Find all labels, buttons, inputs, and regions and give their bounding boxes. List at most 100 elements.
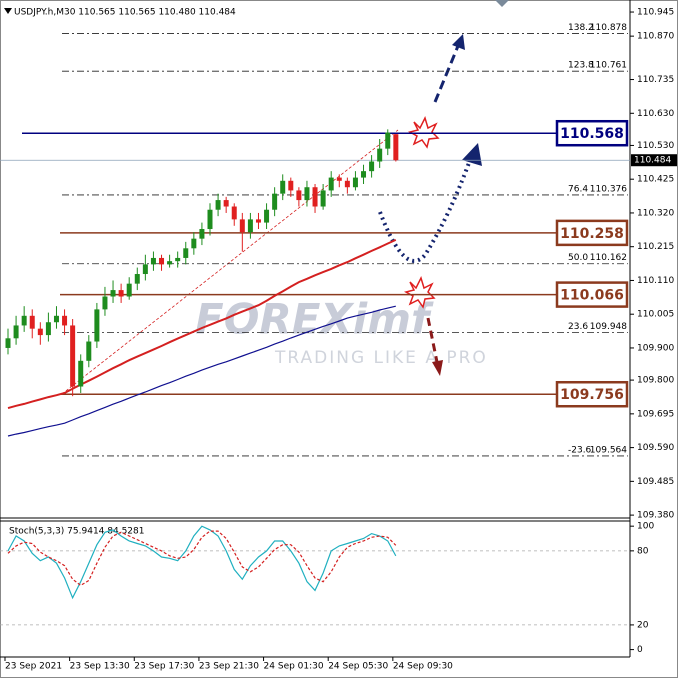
indicator-title: Stoch(5,3,3) 75.9414 84.5281: [9, 527, 144, 537]
candle-body: [393, 134, 399, 161]
y-tick-label: 110.870: [637, 32, 674, 42]
candle-body: [175, 257, 181, 262]
x-tick-label: 23 Sep 13:30: [70, 662, 130, 672]
series-line: [7, 305, 396, 437]
y-tick-label: 110.110: [637, 276, 674, 286]
candle-body: [231, 206, 237, 220]
fibo-price: 109.564: [590, 445, 627, 455]
arrow: [433, 45, 460, 103]
candle-body: [223, 200, 229, 207]
y-tick-label: 109.800: [637, 376, 674, 386]
candle-body: [272, 193, 278, 210]
candle-body: [13, 325, 19, 339]
candle-body: [385, 132, 391, 149]
candle-body: [70, 325, 76, 387]
candle-body: [110, 290, 116, 297]
y-tick-label: 20: [637, 620, 649, 630]
fibo-ratio: 123.8: [568, 61, 594, 71]
level-label: 110.568: [560, 126, 624, 142]
x-tick-label: 23 Sep 21:30: [199, 662, 259, 672]
arrowhead: [432, 360, 443, 376]
candle-body: [369, 161, 375, 172]
fibo-price: 109.948: [590, 322, 627, 332]
fibo-ratio: 76.4: [568, 184, 588, 194]
candle-body: [78, 360, 84, 387]
scroll-marker: [495, 0, 509, 7]
last-price-label: 110.484: [634, 156, 671, 166]
candle-body: [352, 177, 358, 188]
x-tick-label: 24 Sep 01:30: [264, 662, 324, 672]
candle-body: [62, 315, 68, 326]
candle-body: [94, 309, 100, 342]
watermark-subtitle: TRADING LIKE A PRO: [274, 348, 488, 368]
candle-body: [344, 180, 350, 188]
candle-body: [361, 171, 367, 178]
y-tick-label: 110.320: [637, 208, 674, 218]
candle-body: [247, 219, 253, 233]
candle-body: [288, 180, 294, 191]
y-tick-label: 109.590: [637, 443, 674, 453]
x-tick-label: 23 Sep 2021: [5, 662, 62, 672]
level-label: 110.258: [560, 226, 624, 242]
candle-body: [280, 180, 286, 194]
y-tick-label: 110.425: [637, 175, 674, 185]
fibo-price: 110.162: [590, 253, 627, 263]
level-box: [555, 380, 629, 408]
candle-body: [312, 187, 318, 207]
x-tick-label: 23 Sep 17:30: [134, 662, 194, 672]
trend-line: [61, 129, 399, 395]
candle-body: [264, 209, 270, 223]
arrowhead: [452, 34, 465, 50]
x-tick-label: 24 Sep 09:30: [393, 662, 453, 672]
y-tick-label: 80: [637, 546, 649, 556]
y-tick-label: 109.485: [637, 477, 674, 487]
fibo-price: 110.761: [590, 61, 627, 71]
arrow: [426, 317, 439, 363]
chart-title: USDJPY.h,M30 110.565 110.565 110.480 110…: [14, 8, 236, 18]
candle-body: [183, 248, 189, 258]
candle-body: [207, 209, 213, 230]
y-tick-label: 100: [637, 522, 654, 532]
candle-body: [37, 328, 43, 336]
candle-body: [328, 177, 334, 191]
candle-body: [29, 315, 35, 329]
candle-body: [102, 296, 108, 310]
candle-body: [255, 219, 261, 223]
candle-body: [86, 341, 92, 361]
level-label: 110.066: [560, 288, 624, 304]
candle-body: [167, 261, 173, 265]
candle-body: [5, 338, 11, 348]
level-box: [555, 281, 629, 308]
candle-body: [215, 200, 221, 210]
fibo-ratio: 50.0: [568, 253, 588, 263]
breakout-icon: [404, 275, 436, 309]
level-label: 109.756: [560, 387, 624, 403]
candle-body: [336, 177, 342, 181]
level-box: [555, 219, 629, 247]
series-line: [7, 525, 397, 600]
y-tick-label: 110.005: [637, 310, 674, 320]
candle-body: [159, 257, 165, 265]
watermark: FOREXimf: [195, 295, 434, 344]
y-tick-label: 110.630: [637, 109, 674, 119]
last-price-box: [631, 154, 677, 167]
y-tick-label: 109.900: [637, 343, 674, 353]
y-tick-label: 109.695: [637, 409, 674, 419]
candle-body: [296, 190, 302, 201]
y-tick-label: 109.380: [637, 511, 674, 521]
candle-body: [53, 315, 59, 323]
candle-body: [377, 148, 383, 162]
candle-body: [126, 283, 132, 297]
candle-body: [118, 290, 124, 297]
candle-body: [320, 190, 326, 207]
candle-body: [150, 257, 156, 265]
y-tick-label: 110.945: [637, 8, 674, 18]
y-tick-label: 110.215: [637, 242, 674, 252]
fibo-ratio: -23.6: [568, 445, 592, 455]
candle-body: [304, 187, 310, 201]
fibo-ratio: 138.2: [568, 23, 594, 33]
candle-body: [239, 219, 245, 233]
y-tick-label: 0: [637, 645, 643, 655]
